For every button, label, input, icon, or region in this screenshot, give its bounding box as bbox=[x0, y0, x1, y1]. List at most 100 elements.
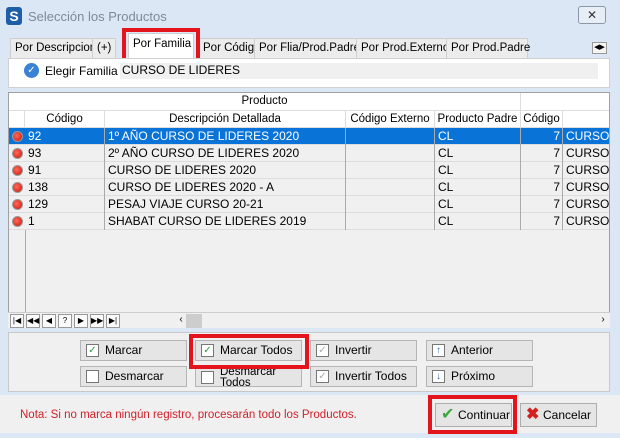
cell-codigo2: 7 bbox=[521, 145, 563, 162]
invertir-todos-button[interactable]: ✓ Invertir Todos bbox=[310, 366, 417, 387]
col-header-producto-padre[interactable]: Producto Padre bbox=[435, 111, 521, 128]
col-header-descripcion[interactable]: Descripción Detallada bbox=[105, 111, 346, 128]
desmarcar-button[interactable]: Desmarcar bbox=[80, 366, 187, 387]
invertir-button[interactable]: ✓ Invertir bbox=[310, 340, 417, 361]
cell-codigo: 91 bbox=[25, 162, 105, 179]
cell-padre: CL bbox=[435, 145, 521, 162]
tab-scroll-arrows[interactable]: ◀▶ bbox=[592, 42, 607, 54]
scroll-left-arrow[interactable]: ‹ bbox=[179, 314, 183, 325]
highlight-box-continuar bbox=[428, 395, 517, 434]
desmarcar-label: Desmarcar bbox=[105, 369, 164, 383]
cell-extra: CURSO D bbox=[563, 196, 609, 213]
anterior-button[interactable]: ↑ Anterior bbox=[426, 340, 533, 361]
familia-field[interactable]: CURSO DE LIDERES bbox=[120, 63, 598, 79]
cell-codigo: 1 bbox=[25, 213, 105, 230]
record-dot-icon bbox=[12, 182, 23, 193]
cell-extra: CURSO D bbox=[563, 145, 609, 162]
cell-padre: CL bbox=[435, 128, 521, 145]
cancelar-button[interactable]: ✖ Cancelar bbox=[520, 403, 597, 427]
arrow-down-check-icon: ↓ bbox=[432, 370, 445, 383]
cell-padre: CL bbox=[435, 162, 521, 179]
nav-prior-button[interactable]: ◀ bbox=[42, 314, 56, 328]
tab-por-prod-externo[interactable]: Por Prod.Externo bbox=[356, 38, 455, 58]
cell-externo bbox=[346, 196, 435, 213]
tab-por-familia[interactable]: Por Familia bbox=[128, 33, 194, 59]
horizontal-scrollbar-thumb[interactable] bbox=[186, 314, 202, 328]
cell-codigo2: 7 bbox=[521, 162, 563, 179]
record-dot-icon bbox=[12, 131, 23, 142]
desmarcar-todos-label: Desmarcar Todos bbox=[220, 366, 277, 389]
nav-help-button[interactable]: ? bbox=[58, 314, 72, 328]
col-header-codigo2[interactable]: Código bbox=[521, 111, 563, 128]
cancelar-label: Cancelar bbox=[543, 408, 592, 422]
cell-externo bbox=[346, 179, 435, 196]
cell-extra: CURSO D bbox=[563, 213, 609, 230]
record-dot-icon bbox=[12, 216, 23, 227]
marcar-todos-button[interactable]: ✓ Marcar Todos bbox=[195, 340, 302, 361]
nav-first-button[interactable]: |◀ bbox=[10, 314, 24, 328]
arrow-up-check-icon: ↑ bbox=[432, 344, 445, 357]
cell-descripcion: CURSO DE LIDERES 2020 bbox=[105, 162, 346, 179]
cell-codigo: 93 bbox=[25, 145, 105, 162]
check-circle-icon: ✓ bbox=[24, 63, 39, 78]
tab-por-codigo[interactable]: Por Código bbox=[197, 38, 266, 58]
marcar-label: Marcar bbox=[105, 343, 143, 357]
multi-invert-icon: ✓ bbox=[316, 370, 329, 383]
cell-descripcion: CURSO DE LIDERES 2020 - A bbox=[105, 179, 346, 196]
nav-last-button[interactable]: ▶| bbox=[106, 314, 120, 328]
group-header: Producto bbox=[9, 93, 521, 111]
header-marker bbox=[9, 111, 25, 128]
proximo-button[interactable]: ↓ Próximo bbox=[426, 366, 533, 387]
cell-externo bbox=[346, 128, 435, 145]
cell-padre: CL bbox=[435, 196, 521, 213]
cell-codigo: 138 bbox=[25, 179, 105, 196]
tab-por-descripcion[interactable]: Por Descripcion bbox=[10, 38, 102, 58]
group-header-blank bbox=[521, 93, 609, 111]
cell-extra: CURSO D bbox=[563, 179, 609, 196]
multi-check-icon: ✓ bbox=[201, 344, 214, 357]
note-text: Nota: Si no marca ningún registro, proce… bbox=[20, 409, 357, 421]
nav-prior-page-button[interactable]: ◀◀ bbox=[26, 314, 40, 328]
col-header-codigo-externo[interactable]: Código Externo bbox=[346, 111, 435, 128]
cell-codigo: 92 bbox=[25, 128, 105, 145]
checkbox-empty-icon bbox=[86, 370, 99, 383]
checkmark-icon: ✔ bbox=[441, 406, 455, 423]
nav-next-button[interactable]: ▶ bbox=[74, 314, 88, 328]
window-title: Selección los Productos bbox=[28, 9, 167, 24]
col-header-extra[interactable] bbox=[563, 111, 609, 128]
close-button[interactable]: ✕ bbox=[578, 6, 606, 24]
tab-por-flia-prod-padre[interactable]: Por Flia/Prod.Padre bbox=[254, 38, 365, 58]
cell-codigo2: 7 bbox=[521, 179, 563, 196]
grid-navigator: |◀ ◀◀ ◀? ▶ ▶▶ ▶| ‹ › bbox=[8, 312, 610, 328]
invert-check-icon: ✓ bbox=[316, 344, 329, 357]
cell-codigo2: 7 bbox=[521, 196, 563, 213]
tab-plus[interactable]: (+) bbox=[92, 38, 117, 58]
record-dot-icon bbox=[12, 148, 23, 159]
proximo-label: Próximo bbox=[451, 369, 496, 383]
marcar-button[interactable]: ✓ Marcar bbox=[80, 340, 187, 361]
continuar-button[interactable]: ✔ Continuar bbox=[435, 403, 512, 427]
scroll-right-arrow[interactable]: › bbox=[601, 314, 605, 325]
cell-codigo2: 7 bbox=[521, 128, 563, 145]
nav-next-page-button[interactable]: ▶▶ bbox=[90, 314, 104, 328]
multi-empty-icon bbox=[201, 371, 214, 384]
desmarcar-todos-button[interactable]: Desmarcar Todos bbox=[195, 366, 302, 389]
cell-codigo: 129 bbox=[25, 196, 105, 213]
col-header-codigo[interactable]: Código bbox=[25, 111, 105, 128]
checkbox-checked-icon: ✓ bbox=[86, 344, 99, 357]
anterior-label: Anterior bbox=[451, 343, 494, 357]
record-dot-icon bbox=[12, 199, 23, 210]
cell-extra: CURSO D bbox=[563, 162, 609, 179]
cell-padre: CL bbox=[435, 179, 521, 196]
elegir-familia-label[interactable]: Elegir Familia bbox=[45, 64, 118, 78]
cell-externo bbox=[346, 145, 435, 162]
invertir-todos-label: Invertir Todos bbox=[335, 369, 407, 383]
cell-descripcion: 2º AÑO CURSO DE LIDERES 2020 bbox=[105, 145, 346, 162]
tab-por-prod-padre[interactable]: Por Prod.Padre bbox=[446, 38, 530, 58]
